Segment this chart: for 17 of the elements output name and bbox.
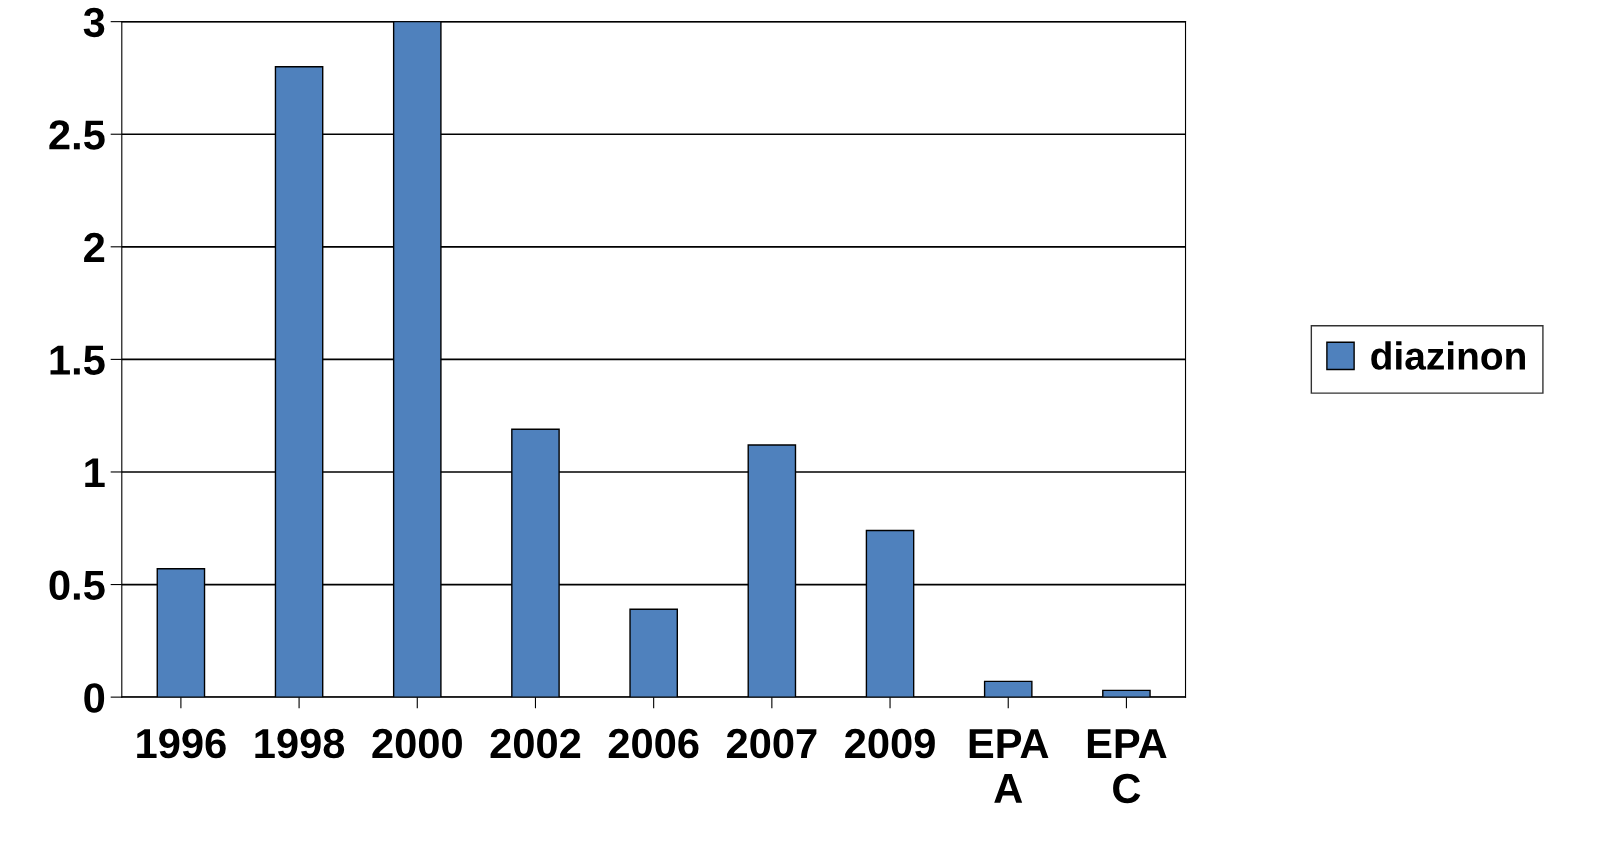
- y-tick-label: 0.5: [49, 570, 105, 601]
- x-tick-label: EPA A: [969, 729, 1049, 803]
- x-tick-label: 2006: [608, 728, 699, 759]
- x-tick-label: 2007: [726, 728, 817, 759]
- x-tick-label: EPA C: [1087, 729, 1167, 804]
- x-tick-label: 1996: [137, 728, 226, 759]
- y-tick-label: 2.5: [49, 120, 105, 150]
- y-tick-label: 1: [85, 458, 105, 488]
- x-tick-label: 1998: [255, 728, 345, 759]
- y-tick-label: 0: [84, 683, 105, 713]
- x-tick-label: 2000: [372, 728, 462, 759]
- x-tick-label: 2002: [490, 728, 581, 759]
- y-tick-label: 3: [83, 7, 105, 38]
- x-tick-label: 2009: [845, 728, 935, 759]
- y-tick-label: 2: [84, 232, 105, 262]
- y-tick-label: 1.5: [50, 345, 105, 375]
- legend-label: diazinon: [1371, 341, 1525, 370]
